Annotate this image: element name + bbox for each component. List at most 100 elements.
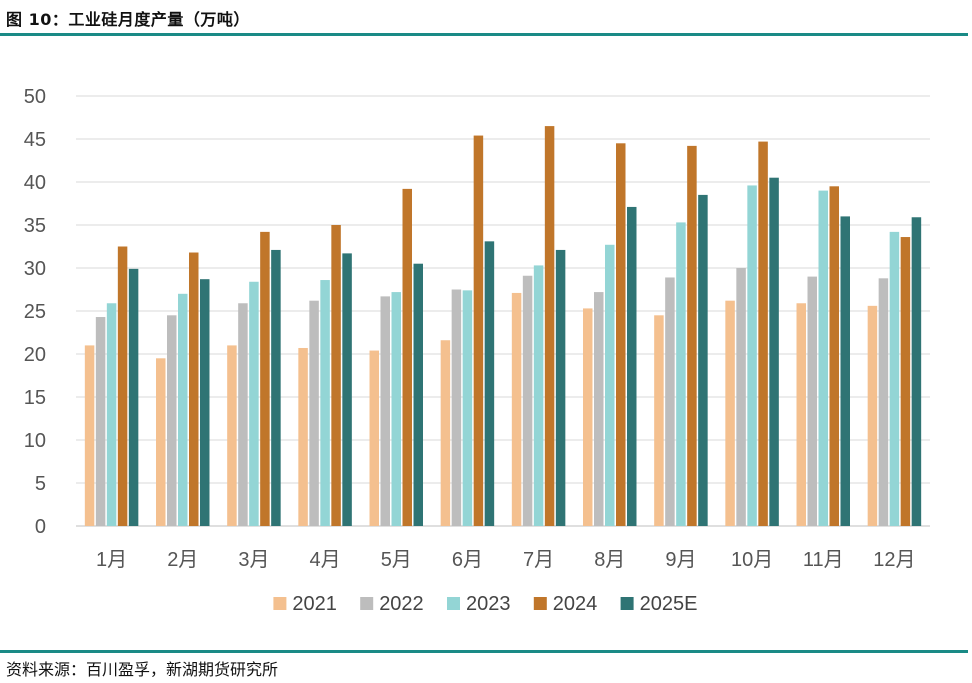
bar (462, 290, 473, 526)
bar (840, 216, 850, 526)
bar (736, 268, 746, 526)
bar (484, 241, 495, 526)
bar (829, 186, 839, 527)
bar (440, 340, 451, 526)
bars (84, 126, 922, 527)
x-tick-label: 2月 (167, 549, 198, 571)
x-tick-label: 10月 (731, 549, 773, 571)
bar (369, 350, 379, 526)
bar (758, 141, 768, 526)
bar (473, 135, 484, 526)
bar (413, 263, 423, 526)
x-axis-ticks: 1月 2月 3月 4月 5月 6月 7月 8月 9月 10月 11月 12月 (96, 549, 916, 571)
bar (128, 268, 139, 526)
bar (665, 277, 675, 526)
bar (627, 206, 637, 526)
source-note: 资料来源：百川盈孚，新湖期货研究所 (6, 660, 279, 679)
legend: 2021 2022 2023 2024 2025E (273, 593, 697, 615)
bar (867, 305, 878, 526)
bar (309, 300, 319, 526)
bar (156, 358, 166, 526)
bar (889, 231, 900, 526)
x-tick-label: 11月 (803, 549, 844, 571)
x-tick-label: 12月 (873, 549, 915, 571)
bar (260, 231, 270, 526)
bar (200, 279, 210, 526)
bar (698, 194, 708, 526)
y-tick-label: 40 (24, 172, 46, 194)
y-tick-label: 5 (35, 473, 46, 495)
bar (676, 222, 686, 527)
x-tick-label: 7月 (523, 549, 554, 571)
figure-title: 图 10：工业硅月度产量（万吨） (6, 10, 250, 29)
bar (238, 303, 248, 526)
bar (227, 345, 237, 526)
x-tick-label: 5月 (381, 549, 412, 571)
bar (911, 217, 922, 526)
y-tick-label: 20 (24, 344, 46, 366)
grid-lines (76, 95, 930, 527)
y-tick-label: 30 (24, 258, 46, 280)
bar (533, 265, 544, 526)
bar (249, 281, 259, 526)
bar (555, 249, 566, 526)
bar (747, 185, 757, 526)
legend-swatch (273, 597, 287, 610)
bar (391, 292, 401, 526)
legend-label: 2022 (379, 593, 424, 615)
x-tick-label: 3月 (238, 549, 269, 571)
bar (769, 177, 779, 526)
legend-swatch (447, 597, 460, 610)
bar (511, 292, 522, 526)
bar (544, 126, 555, 526)
bar (807, 276, 817, 526)
legend-label: 2021 (292, 593, 337, 615)
bar (725, 300, 735, 526)
bar (900, 237, 911, 527)
bottom-rule (0, 650, 968, 653)
legend-label: 2023 (466, 593, 511, 615)
bar (95, 317, 106, 526)
legend-swatch (533, 597, 547, 610)
top-rule (0, 33, 968, 36)
x-tick-label: 6月 (452, 549, 483, 571)
legend-label: 2025E (640, 593, 698, 615)
bar (189, 252, 199, 526)
y-tick-label: 50 (24, 86, 46, 108)
x-tick-label: 1月 (96, 549, 127, 571)
bar (878, 278, 889, 526)
bar (583, 308, 593, 526)
bar (167, 315, 177, 526)
y-tick-label: 10 (24, 430, 46, 452)
bar (796, 303, 806, 526)
y-axis-ticks: 0 5 10 15 20 25 30 35 40 45 50 (24, 86, 46, 538)
bar (106, 303, 117, 526)
legend-swatch (620, 597, 634, 610)
bar (818, 190, 828, 526)
x-tick-label: 9月 (665, 549, 696, 571)
y-tick-label: 25 (24, 301, 46, 323)
y-tick-label: 45 (24, 129, 46, 151)
bar (342, 253, 352, 526)
bar (522, 275, 533, 526)
bar (616, 143, 626, 527)
bar (594, 292, 604, 526)
legend-label: 2024 (553, 593, 598, 615)
legend-swatch (360, 597, 374, 610)
bar (178, 293, 188, 526)
bar (331, 225, 341, 526)
y-tick-label: 15 (24, 387, 46, 409)
bar (605, 244, 615, 526)
bar (402, 188, 412, 526)
bar (654, 315, 664, 526)
bar (380, 296, 390, 526)
bar (451, 289, 462, 526)
bar (117, 246, 128, 526)
x-tick-label: 4月 (310, 549, 341, 571)
y-tick-label: 35 (24, 215, 46, 237)
x-tick-label: 8月 (594, 549, 625, 571)
bar (271, 249, 281, 526)
bar (298, 347, 308, 526)
bar (320, 280, 330, 526)
